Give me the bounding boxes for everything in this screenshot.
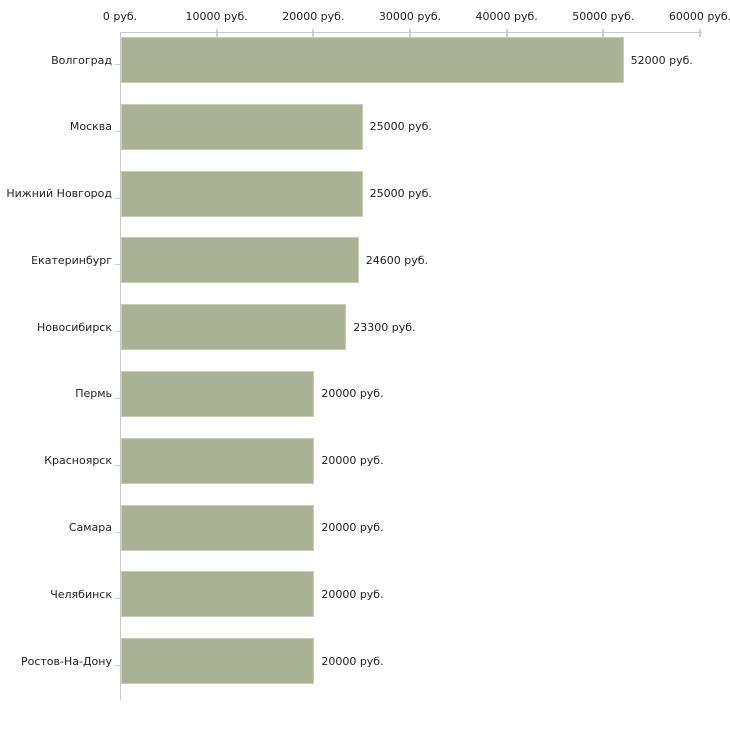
category-label: Екатеринбург	[31, 253, 112, 267]
x-tick-label: 50000 руб.	[572, 10, 635, 23]
x-tick-label: 10000 руб.	[185, 10, 248, 23]
value-label: 25000 руб.	[369, 120, 432, 134]
bar-row: Екатеринбург 24600 руб.	[0, 232, 730, 299]
x-tick-mark	[409, 29, 411, 37]
category-label: Ростов-На-Дону	[20, 654, 112, 668]
bar	[121, 237, 359, 284]
bar	[121, 504, 315, 551]
bar	[121, 103, 363, 150]
bar-row: Новосибирск 23300 руб.	[0, 299, 730, 366]
category-label: Красноярск	[44, 454, 112, 468]
x-tick-label: 30000 руб.	[378, 10, 442, 23]
category-label: Новосибирск	[36, 320, 112, 334]
value-label: 20000 руб.	[321, 587, 384, 601]
bar-row: Москва 25000 руб.	[0, 99, 730, 166]
y-tick-mark	[115, 464, 120, 466]
value-label: 25000 руб.	[369, 187, 432, 201]
y-tick-mark	[115, 331, 120, 333]
y-tick-mark	[115, 665, 120, 667]
bar	[121, 304, 347, 351]
x-tick-mark	[602, 29, 605, 37]
bar-row: Нижний Новгород 25000 руб.	[0, 166, 730, 233]
y-tick-mark	[115, 397, 120, 399]
bar-row: Челябинск 20000 руб.	[0, 566, 730, 633]
x-tick-mark	[312, 29, 315, 37]
x-tick-label: 20000 руб.	[282, 10, 345, 23]
x-tick-mark	[215, 29, 218, 37]
y-tick-mark	[115, 264, 120, 266]
category-label: Челябинск	[50, 587, 112, 601]
value-label: 52000 руб.	[630, 53, 693, 67]
x-tick-label: 60000 руб.	[668, 10, 730, 23]
y-tick-mark	[115, 64, 120, 65]
bar	[121, 437, 315, 484]
bar-row: Ростов-На-Дону 20000 руб.	[0, 633, 730, 700]
value-label: 24600 руб.	[365, 253, 429, 267]
y-tick-mark	[115, 598, 120, 600]
x-tick-mark	[505, 29, 508, 37]
y-axis-line	[120, 32, 121, 700]
category-label: Пермь	[75, 387, 112, 401]
value-label: 20000 руб.	[321, 454, 384, 468]
y-tick-mark	[115, 197, 120, 199]
bar	[121, 571, 315, 618]
x-axis-line	[120, 32, 702, 33]
x-tick-label: 40000 руб.	[475, 10, 538, 23]
value-label: 20000 руб.	[321, 654, 384, 668]
bar	[121, 37, 624, 83]
x-tick-label: 0 руб.	[102, 10, 138, 23]
y-tick-mark	[115, 130, 120, 132]
bar-row: Самара 20000 руб.	[0, 500, 730, 567]
category-label: Нижний Новгород	[6, 187, 112, 201]
value-label: 23300 руб.	[353, 320, 416, 334]
category-label: Самара	[68, 521, 112, 535]
category-label: Москва	[69, 120, 112, 134]
bar-row: Волгоград 52000 руб.	[0, 32, 730, 99]
category-label: Волгоград	[51, 53, 112, 67]
bar	[121, 170, 363, 217]
bar-row: Красноярск 20000 руб.	[0, 433, 730, 500]
value-label: 20000 руб.	[321, 387, 384, 401]
bar	[121, 370, 315, 417]
value-label: 20000 руб.	[321, 521, 384, 535]
y-tick-mark	[115, 531, 120, 533]
bar-rows: Волгоград 52000 руб. Москва 25000 руб. Нижни…	[0, 32, 730, 700]
bar	[121, 638, 315, 685]
bar-row: Пермь 20000 руб.	[0, 366, 730, 433]
x-tick-mark	[699, 29, 701, 37]
